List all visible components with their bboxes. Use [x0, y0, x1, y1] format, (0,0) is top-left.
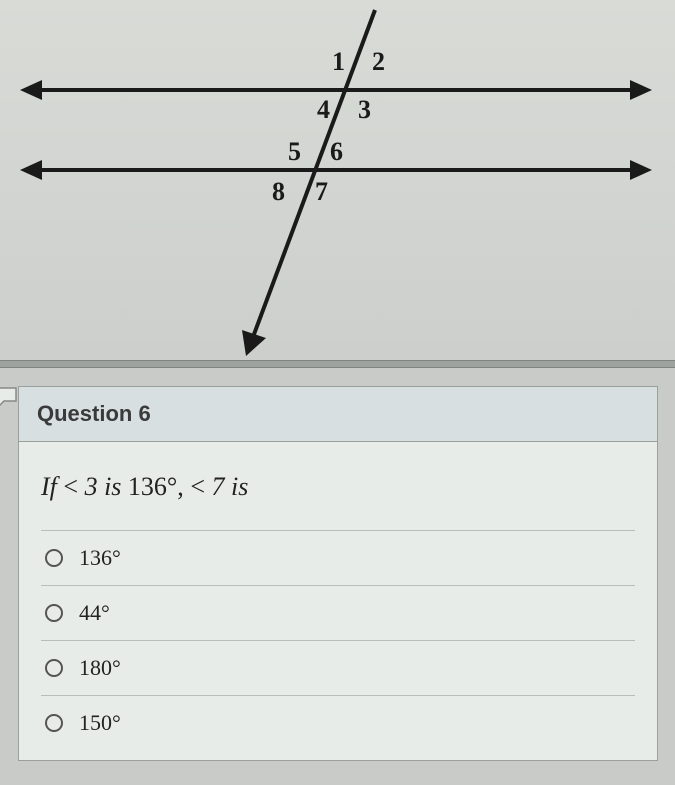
arrow-right-top	[630, 80, 652, 100]
choice-option[interactable]: 44°	[41, 585, 635, 640]
choice-option[interactable]: 136°	[41, 530, 635, 585]
radio-icon[interactable]	[45, 714, 63, 732]
question-card: Question 6 If < 3 is 136°, < 7 is 136° 4…	[18, 386, 658, 761]
angle-label-5: 5	[288, 137, 301, 166]
comment-icon	[0, 386, 18, 408]
diagram-area: 1 2 4 3 5 6 8 7	[0, 0, 675, 360]
prompt-part: <	[190, 472, 205, 501]
choice-label: 150°	[79, 710, 121, 736]
question-header: Question 6	[19, 387, 657, 442]
angle-label-8: 8	[272, 177, 285, 206]
arrow-left-bottom	[20, 160, 42, 180]
angle-label-7: 7	[315, 177, 328, 206]
section-divider	[0, 360, 675, 368]
choice-option[interactable]: 150°	[41, 695, 635, 750]
prompt-part: 3 is	[78, 472, 128, 501]
radio-icon[interactable]	[45, 549, 63, 567]
radio-icon[interactable]	[45, 659, 63, 677]
prompt-part: <	[63, 472, 78, 501]
question-prompt: If < 3 is 136°, < 7 is	[41, 472, 635, 502]
angle-label-2: 2	[372, 47, 385, 76]
arrow-right-bottom	[630, 160, 652, 180]
choice-label: 44°	[79, 600, 110, 626]
choice-label: 180°	[79, 655, 121, 681]
choice-option[interactable]: 180°	[41, 640, 635, 695]
arrow-left-top	[20, 80, 42, 100]
prompt-part: If	[41, 472, 63, 501]
angle-label-3: 3	[358, 95, 371, 124]
question-body: If < 3 is 136°, < 7 is 136° 44° 180° 15	[19, 442, 657, 760]
angle-label-1: 1	[332, 47, 345, 76]
prompt-part: 136°,	[128, 472, 190, 501]
transversal-diagram: 1 2 4 3 5 6 8 7	[0, 0, 675, 360]
question-title: Question 6	[37, 401, 151, 427]
choice-label: 136°	[79, 545, 121, 571]
angle-label-4: 4	[317, 95, 330, 124]
transversal-line	[250, 10, 375, 345]
choices-list: 136° 44° 180° 150°	[41, 530, 635, 750]
radio-icon[interactable]	[45, 604, 63, 622]
angle-label-6: 6	[330, 137, 343, 166]
prompt-part: 7 is	[205, 472, 248, 501]
